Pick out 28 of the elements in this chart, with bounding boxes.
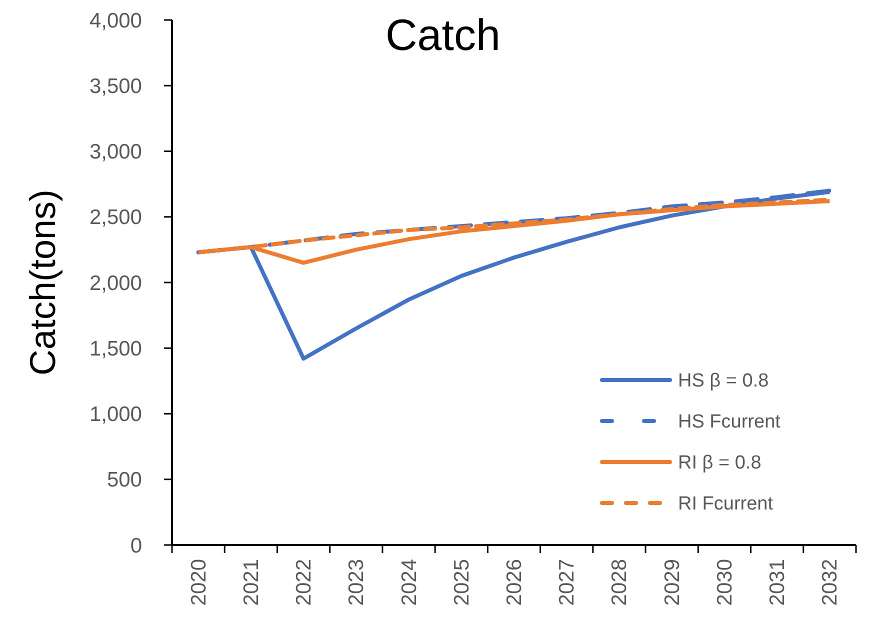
legend-label: HS Fcurrent	[678, 412, 782, 433]
y-tick-label: 0	[130, 534, 142, 558]
x-tick-label: 2020	[187, 559, 210, 606]
x-tick-label: 2027	[556, 559, 579, 606]
x-tick-label: 2028	[608, 559, 632, 606]
y-axis-title: Catch(tons)	[22, 189, 63, 376]
x-tick-label: 2023	[345, 559, 368, 606]
x-tick-label: 2029	[660, 559, 684, 606]
y-tick-label: 2,000	[89, 272, 142, 295]
x-tick-label: 2032	[818, 559, 842, 606]
y-tick-label: 500	[106, 468, 142, 492]
x-tick-label: 2031	[766, 559, 790, 606]
chart-title: Catch	[386, 11, 500, 60]
legend-label: RI β = 0.8	[678, 452, 762, 474]
x-tick-label: 2022	[292, 559, 316, 606]
x-tick-label: 2025	[450, 559, 474, 606]
y-tick-label: 1,500	[89, 337, 142, 360]
y-tick-label: 4,000	[89, 9, 142, 32]
legend-label: HS β = 0.8	[678, 370, 769, 392]
y-tick-label: 1,000	[89, 403, 142, 426]
x-tick-label: 2024	[398, 558, 421, 606]
x-tick-label: 2021	[240, 559, 263, 606]
y-tick-label: 2,500	[89, 206, 142, 230]
x-tick-label: 2026	[503, 559, 526, 606]
y-tick-label: 3,000	[89, 140, 142, 164]
legend-label: RI Fcurrent	[678, 494, 774, 515]
x-tick-label: 2030	[713, 559, 736, 606]
y-tick-label: 3,500	[89, 74, 142, 98]
